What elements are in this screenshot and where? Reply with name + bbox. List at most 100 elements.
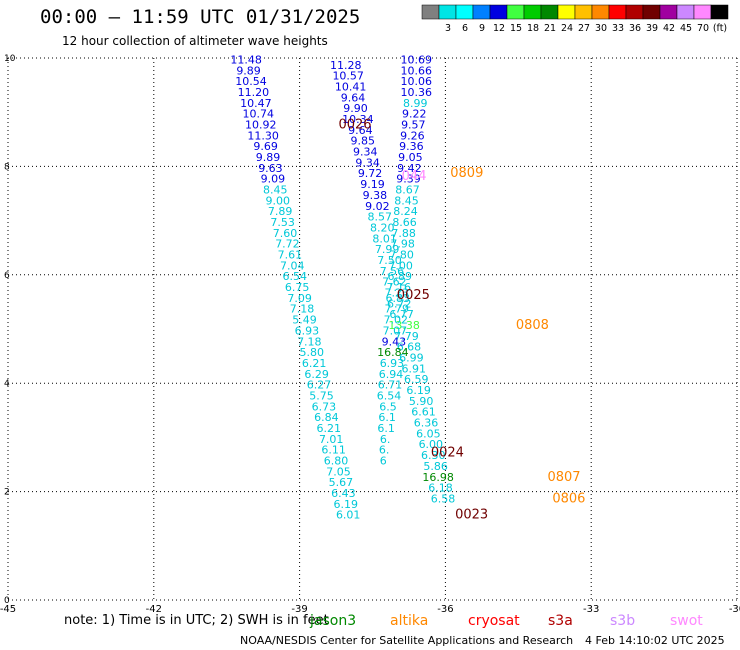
wave-height-point: 8.99 — [403, 97, 428, 110]
chart-subtitle: 12 hour collection of altimeter wave hei… — [62, 34, 328, 48]
wave-height-point: 10.34 — [342, 113, 374, 126]
wave-height-point: 6.5 — [379, 400, 397, 413]
wave-height-point: 6.54 — [282, 270, 307, 283]
pass-number-label: 0808 — [516, 318, 549, 333]
wave-height-point: 9.34 — [353, 146, 378, 159]
wave-height-point: 7.61 — [278, 249, 303, 262]
wave-height-point: 10.06 — [400, 75, 432, 88]
wave-height-point: 9.00 — [265, 194, 290, 207]
credit-line: NOAA/NESDIS Center for Satellite Applica… — [240, 634, 574, 647]
wave-height-point: 10.74 — [243, 108, 275, 121]
wave-height-point: 9.38 — [363, 189, 388, 202]
wave-height-point: 6.36 — [414, 417, 439, 430]
legend-jason3-label: jason3 — [310, 613, 357, 629]
wave-height-point: 7.60 — [273, 227, 298, 240]
wave-height-point: 6.54 — [377, 389, 402, 402]
wave-height-point: 8.24 — [393, 205, 418, 218]
wave-height-point: 16.84 — [377, 346, 409, 359]
wave-height-point: 9.89 — [256, 151, 281, 164]
legend-altika: altika — [390, 613, 428, 629]
wave-height-point: 7.09 — [287, 292, 312, 305]
colorbar-label: 6 — [462, 23, 468, 34]
pass-number-label: 0024 — [431, 445, 464, 460]
wave-height-point: 7.88 — [391, 227, 416, 240]
wave-height-point: 6. — [380, 433, 391, 446]
wave-height-point: 9.22 — [402, 108, 427, 121]
colorbar-label: 39 — [646, 23, 658, 34]
wave-height-point: 6 — [380, 455, 387, 468]
colorbar-label: 42 — [663, 23, 675, 34]
wave-height-point: 6.71 — [378, 379, 403, 392]
legend-cryosat-label: cryosat — [468, 613, 520, 629]
wave-height-point: 6.84 — [314, 411, 339, 424]
wave-height-point: 6.89 — [387, 270, 412, 283]
wave-height-point: 9.36 — [399, 140, 424, 153]
x-tick-label: -39 — [291, 604, 307, 615]
wave-height-point: 11.30 — [247, 129, 279, 142]
colorbar-label: 9 — [479, 23, 485, 34]
wave-height-point: 10.57 — [332, 70, 364, 83]
colorbar-label: 12 — [493, 23, 505, 34]
wave-height-point: 10.92 — [245, 118, 277, 131]
colorbar-pink-segment — [693, 4, 712, 20]
generated-timestamp: 4 Feb 14:10:02 UTC 2025 — [585, 634, 725, 647]
colorbar-orange-segment — [591, 4, 610, 20]
wave-height-point: 6.19 — [334, 498, 359, 511]
wave-height-point: 6.30 — [421, 449, 446, 462]
wave-height-point: 6.18 — [428, 482, 453, 495]
legend-s3b-label: s3b — [610, 613, 636, 629]
wave-height-point: 9.63 — [258, 162, 283, 175]
wave-height-point: 6.1 — [377, 422, 395, 435]
wave-height-point: 9.02 — [365, 200, 390, 213]
wave-height-point: 7.18 — [290, 303, 315, 316]
pass-number-label: 0025 — [397, 288, 430, 303]
wave-height-point: 5.86 — [423, 460, 448, 473]
wave-height-point: 6.75 — [285, 281, 310, 294]
colorbar-yellow-segment — [557, 4, 576, 20]
colorbar-label: 30 — [595, 23, 607, 34]
colorbar-darkgreen-segment — [540, 4, 559, 20]
wave-height-point: 5.75 — [309, 389, 334, 402]
wave-height-point: 6.93 — [380, 357, 405, 370]
wave-height-point: 7.53 — [270, 216, 295, 229]
wave-height-point: 7.72 — [275, 238, 300, 251]
wave-height-point: 8.01 — [372, 232, 397, 245]
y-tick-label: 8 — [4, 162, 10, 172]
wave-height-point: 7.07 — [383, 324, 408, 337]
wave-height-point: 10.47 — [240, 97, 272, 110]
y-tick-label: 4 — [4, 379, 10, 389]
wave-height-point: 7.23 — [385, 286, 410, 299]
x-tick-label: -45 — [0, 604, 16, 615]
colorbar-maroon-segment — [642, 4, 661, 20]
chart-title: 00:00 – 11:59 UTC 01/31/2025 — [40, 6, 361, 28]
colorbar-lightgreen-segment — [506, 4, 525, 20]
wave-height-point: 9.89 — [236, 64, 261, 77]
legend-s3b: s3b — [610, 613, 635, 629]
colorbar-black-segment — [710, 4, 729, 20]
wave-height-point: 6.21 — [317, 422, 342, 435]
wave-height-point: 10.66 — [400, 64, 432, 77]
wave-height-point: 5.80 — [300, 346, 325, 359]
x-tick-label: -36 — [437, 604, 453, 615]
wave-height-point: 6.27 — [307, 379, 332, 392]
wave-height-point: 5.90 — [409, 395, 434, 408]
colorbar-label: (ft) — [713, 23, 727, 34]
colorbar-label: 45 — [680, 23, 692, 34]
wave-height-point: 6.91 — [402, 362, 427, 375]
colorbar-label: 24 — [561, 23, 573, 34]
colorbar-label: 18 — [527, 23, 539, 34]
colorbar-gold-segment — [574, 4, 593, 20]
x-tick-label: -30 — [729, 604, 740, 615]
wave-height-point: 6.00 — [419, 438, 444, 451]
wave-height-point: 10.54 — [235, 75, 267, 88]
footer-note: note: 1) Time is in UTC; 2) SWH is in fe… — [64, 613, 329, 628]
wave-height-point: 6.19 — [406, 384, 431, 397]
wave-height-point: 6.21 — [302, 357, 327, 370]
wave-height-point: 7.05 — [326, 465, 351, 478]
wave-height-point: 6.43 — [331, 487, 356, 500]
colorbar-green-segment — [523, 4, 542, 20]
wave-height-point: 7.79 — [394, 330, 419, 343]
wave-height-point: 9.05 — [398, 151, 423, 164]
wave-height-point: 9.39 — [396, 173, 421, 186]
